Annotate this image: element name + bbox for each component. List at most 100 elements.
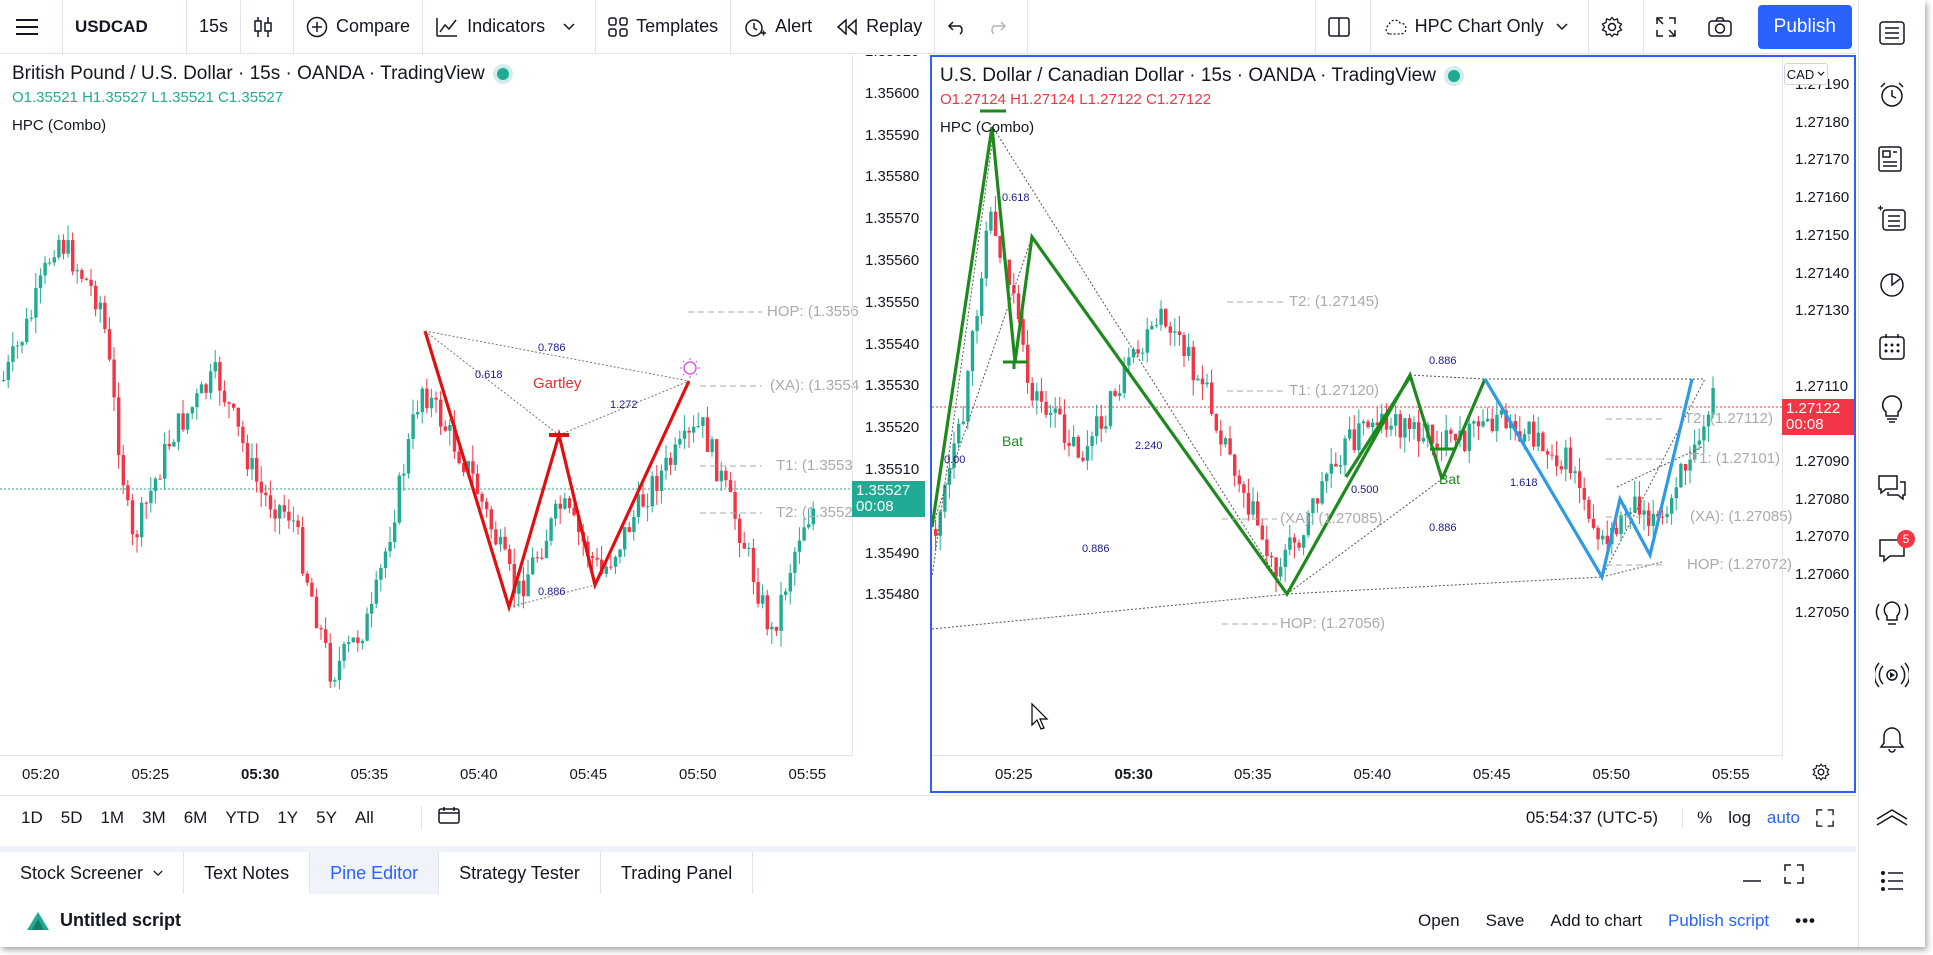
range-button[interactable]: 5D bbox=[60, 807, 83, 827]
indicators-button[interactable]: Indicators bbox=[423, 0, 597, 54]
ideas-button[interactable] bbox=[1875, 392, 1909, 426]
watchlist-button[interactable] bbox=[1875, 16, 1909, 50]
undo-button[interactable] bbox=[935, 0, 987, 54]
chart-canvas-right[interactable]: Bat Bat 0.618 0.00 2.240 0.886 0.500 1.6… bbox=[932, 57, 1854, 791]
help-button[interactable] bbox=[1875, 596, 1909, 630]
indicator-legend[interactable]: HPC (Combo) bbox=[940, 119, 1035, 136]
candle-body bbox=[535, 557, 539, 559]
chart-type-button[interactable] bbox=[241, 0, 295, 54]
snapshot-button[interactable] bbox=[1696, 0, 1752, 54]
auto-scale-button[interactable]: auto bbox=[1766, 808, 1800, 827]
compare-button[interactable]: Compare bbox=[294, 0, 424, 54]
chevron-down-icon[interactable] bbox=[563, 22, 575, 31]
time-axis[interactable]: 05:25 05:30 05:35 05:40 05:45 05:50 05:55 bbox=[932, 755, 1782, 791]
symbol-search-button[interactable]: USDCAD bbox=[63, 0, 187, 54]
fullscreen-icon[interactable] bbox=[1816, 809, 1834, 827]
replay-button[interactable]: Replay bbox=[824, 0, 936, 54]
price-axis[interactable]: 1.35610 1.35600 1.35590 1.35580 1.35570 1.355… bbox=[852, 55, 925, 755]
more-options-icon[interactable]: ••• bbox=[1795, 910, 1816, 930]
redo-button[interactable] bbox=[987, 0, 1029, 54]
open-script-button[interactable]: Open bbox=[1418, 910, 1460, 930]
axis-settings-button[interactable] bbox=[1812, 763, 1830, 786]
candle-body bbox=[475, 473, 480, 494]
data-window-button[interactable] bbox=[1875, 268, 1909, 302]
candle-body bbox=[360, 640, 365, 643]
calendar-button[interactable] bbox=[1875, 330, 1909, 364]
range-button[interactable]: YTD bbox=[225, 807, 260, 827]
candle-body bbox=[117, 397, 121, 456]
script-title[interactable]: Untitled script bbox=[60, 910, 182, 930]
time-axis[interactable]: 05:20 05:25 05:30 05:35 05:40 05:45 05:50 05:55 bbox=[0, 755, 852, 793]
alert-button[interactable]: Alert bbox=[731, 0, 824, 54]
object-tree-button[interactable] bbox=[1875, 866, 1909, 900]
symbol-legend[interactable]: U.S. Dollar / Canadian Dollar · 15s · OA… bbox=[940, 65, 1460, 87]
range-button[interactable]: 3M bbox=[142, 807, 166, 827]
save-script-button[interactable]: Save bbox=[1485, 910, 1525, 930]
candle-body bbox=[324, 629, 328, 643]
currency-selector[interactable]: CAD bbox=[1784, 63, 1828, 85]
range-button[interactable]: 1Y bbox=[277, 807, 299, 827]
interval-button[interactable]: 15s bbox=[187, 0, 242, 54]
news-button[interactable] bbox=[1875, 142, 1909, 176]
tab-trading-panel[interactable]: Trading Panel bbox=[601, 852, 754, 894]
layout-button[interactable] bbox=[1314, 0, 1371, 54]
pie-clock-icon bbox=[1880, 273, 1904, 297]
chevron-down-icon bbox=[153, 870, 163, 876]
top-toolbar: USDCAD 15s Compare Indicators Templates … bbox=[0, 0, 1856, 54]
log-scale-button[interactable]: log bbox=[1728, 808, 1751, 827]
menu-button[interactable] bbox=[0, 0, 63, 54]
sparkle-list-icon bbox=[1878, 205, 1906, 231]
publish-script-button[interactable]: Publish script bbox=[1668, 910, 1770, 930]
publish-button[interactable]: Publish bbox=[1757, 4, 1852, 49]
layout-name-button[interactable]: HPC Chart Only bbox=[1371, 0, 1589, 54]
bell-button[interactable] bbox=[1875, 722, 1909, 756]
candle-body bbox=[310, 582, 314, 597]
tab-text-notes[interactable]: Text Notes bbox=[184, 852, 311, 894]
symbol-legend[interactable]: British Pound / U.S. Dollar · 15s · OAND… bbox=[12, 63, 509, 85]
candle-body bbox=[595, 557, 599, 560]
chart-pane-usdcad[interactable]: Bat Bat 0.618 0.00 2.240 0.886 0.500 1.6… bbox=[930, 55, 1856, 793]
add-to-chart-button[interactable]: Add to chart bbox=[1550, 910, 1643, 930]
tab-pine-editor[interactable]: Pine Editor bbox=[310, 852, 440, 894]
range-button[interactable]: 1M bbox=[100, 807, 125, 827]
candle-body bbox=[1338, 465, 1343, 467]
candle-body bbox=[1306, 513, 1310, 536]
chats-button[interactable] bbox=[1875, 470, 1909, 504]
range-button[interactable]: 6M bbox=[183, 807, 208, 827]
indicator-legend[interactable]: HPC (Combo) bbox=[12, 117, 107, 134]
maximize-panel-button[interactable] bbox=[1784, 864, 1804, 889]
clock-display[interactable]: 05:54:37 (UTC-5) bbox=[1525, 808, 1659, 827]
settings-button[interactable] bbox=[1589, 0, 1644, 54]
range-button[interactable]: All bbox=[354, 807, 374, 827]
percent-scale-button[interactable]: % bbox=[1682, 808, 1712, 828]
level-label: HOP: (1.27056) bbox=[1280, 615, 1385, 632]
alerts-button[interactable] bbox=[1875, 78, 1909, 112]
candle-body bbox=[779, 594, 783, 631]
candle-body bbox=[172, 441, 176, 447]
candle-body bbox=[1665, 513, 1669, 518]
price-tick-label: 1.35570 bbox=[865, 210, 920, 228]
tab-strategy-tester[interactable]: Strategy Tester bbox=[439, 852, 601, 894]
candle-body bbox=[1081, 457, 1085, 461]
fullscreen-button[interactable] bbox=[1644, 0, 1696, 54]
goto-date-button[interactable] bbox=[420, 806, 460, 829]
harmonic-pattern-bat-1 bbox=[932, 126, 1444, 597]
candle-body bbox=[383, 551, 388, 569]
candle-body bbox=[1288, 537, 1292, 550]
candle-body bbox=[1412, 422, 1416, 429]
screener-button[interactable] bbox=[1875, 202, 1909, 236]
last-price-value: 1.35527 bbox=[856, 482, 911, 499]
tab-stock-screener[interactable]: Stock Screener bbox=[0, 852, 185, 894]
candle-body bbox=[1527, 421, 1531, 435]
streams-button[interactable] bbox=[1875, 658, 1909, 692]
candle-body bbox=[282, 505, 286, 512]
range-button[interactable]: 1D bbox=[21, 807, 43, 827]
chart-canvas-left[interactable]: Gartley 0.786 0.618 1.272 0.886 HOP: (1.… bbox=[0, 55, 925, 793]
range-button[interactable]: 5Y bbox=[316, 807, 337, 827]
minimize-panel-button[interactable] bbox=[1743, 870, 1761, 888]
collapse-panel-button[interactable] bbox=[1875, 800, 1909, 834]
chart-pane-gbpusd[interactable]: Gartley 0.786 0.618 1.272 0.886 HOP: (1.… bbox=[0, 55, 925, 793]
candle-body bbox=[1421, 438, 1425, 442]
templates-button[interactable]: Templates bbox=[596, 0, 732, 54]
candle-body bbox=[439, 399, 443, 427]
